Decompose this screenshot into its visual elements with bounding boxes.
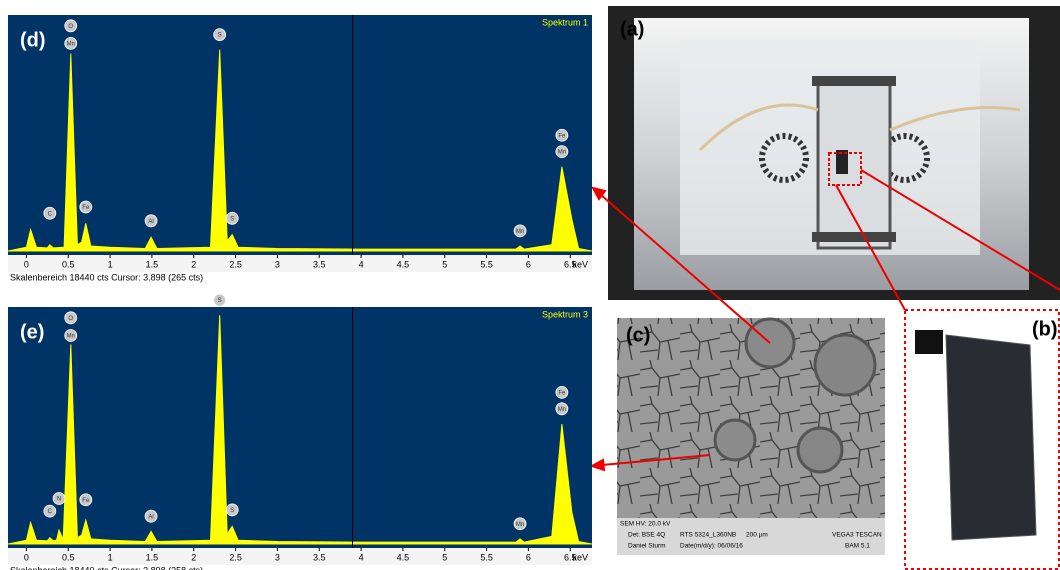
sem-text: RTS 5324_L360NB [680, 532, 736, 539]
x-axis-label: keV [572, 552, 588, 562]
plot-background [8, 15, 592, 255]
x-tick-label: 3 [275, 259, 280, 269]
peak-label: C [48, 211, 53, 217]
peak-label: Fe [558, 390, 566, 396]
deposit [815, 335, 875, 395]
peak-label: O [68, 316, 73, 322]
peak-label: Mn [67, 41, 75, 47]
spectrum-title: Spektrum 1 [542, 17, 588, 27]
sem-text: SEM HV: 20.0 kV [620, 521, 671, 528]
sem-text: Date(m/d/y): 06/06/16 [680, 543, 743, 550]
axis-strip [8, 255, 592, 272]
figure: (a) (c) SEM HV: 20.0 kV RTS 5324_L360NB … [0, 0, 1060, 570]
peak-label: Mn [67, 334, 75, 340]
x-tick-label: 0 [24, 552, 29, 562]
x-tick-label: 3.5 [313, 552, 326, 562]
x-tick-label: 4 [359, 552, 364, 562]
peak-label: Al [148, 219, 153, 225]
x-tick-label: 3 [275, 552, 280, 562]
x-tick-label: 5.5 [480, 259, 493, 269]
arrowhead [592, 460, 604, 470]
panel-label: (c) [626, 324, 650, 346]
x-tick-label: 1 [108, 259, 113, 269]
peak-label: Fe [82, 498, 90, 504]
x-tick-label: 2 [191, 259, 196, 269]
peak-label: S [218, 298, 222, 304]
x-tick-label: 2.5 [229, 259, 242, 269]
deposit [715, 420, 755, 460]
peak-label: S [218, 33, 222, 39]
x-tick-label: 4.5 [397, 552, 410, 562]
peak-label: O [68, 24, 73, 30]
x-tick-label: 5 [442, 552, 447, 562]
x-tick-label: 4.5 [397, 259, 410, 269]
background-dark [915, 330, 943, 354]
peak-label: N [57, 497, 61, 503]
sem-text: VEGA3 TESCAN [832, 532, 882, 539]
x-tick-label: 6 [526, 552, 531, 562]
spectrum-title: Spektrum 3 [542, 309, 588, 319]
cell-lid [812, 76, 896, 86]
x-tick-label: 4 [359, 259, 364, 269]
x-tick-label: 0.5 [62, 259, 75, 269]
sem-text: BAM 5.1 [845, 543, 870, 550]
peak-label: Mn [558, 150, 566, 156]
peak-label: Al [148, 514, 153, 520]
x-tick-label: 5 [442, 259, 447, 269]
x-tick-label: 5.5 [480, 552, 493, 562]
peak-label: C [48, 509, 53, 515]
x-tick-label: 2.5 [229, 552, 242, 562]
peak-label: Mn [516, 229, 524, 235]
x-tick-label: 6 [526, 259, 531, 269]
panel-label: (d) [20, 29, 46, 51]
cell-base [812, 232, 896, 242]
peak-label: Fe [82, 205, 90, 211]
peak-label: Mn [558, 407, 566, 413]
x-tick-label: 1.5 [146, 259, 159, 269]
panel-label: (a) [620, 18, 644, 40]
axis-strip [8, 548, 592, 565]
x-tick-label: 1 [108, 552, 113, 562]
x-tick-label: 2 [191, 552, 196, 562]
plot-background [8, 307, 592, 548]
peak-label: S [230, 508, 234, 514]
sem-text: Det: BSE 4Q [628, 532, 665, 539]
peak-label: Mn [516, 522, 524, 528]
x-tick-label: 3.5 [313, 259, 326, 269]
x-tick-label: 0 [24, 259, 29, 269]
panel-label: (b) [1032, 318, 1058, 340]
sample-body [946, 335, 1036, 540]
x-tick-label: 1.5 [146, 552, 159, 562]
panel-label: (e) [20, 321, 44, 343]
sample-photo: (b) [905, 310, 1059, 569]
footer: Skalenbereich 18440 cts Cursor: 3.898 (2… [10, 565, 203, 570]
x-axis-label: keV [572, 259, 588, 269]
x-tick-label: 0.5 [62, 552, 75, 562]
oven-photo: (a) [608, 6, 1060, 300]
deposit [798, 428, 842, 472]
sem-text: Daniel Sturm [628, 543, 666, 550]
peak-label: Fe [558, 133, 566, 139]
sem-text: 200 µm [746, 532, 768, 539]
peak-label: S [230, 216, 234, 222]
footer: Skalenbereich 18440 cts Cursor: 3.898 (2… [10, 272, 203, 282]
sem-image: (c) SEM HV: 20.0 kV RTS 5324_L360NB 200 … [617, 318, 885, 555]
